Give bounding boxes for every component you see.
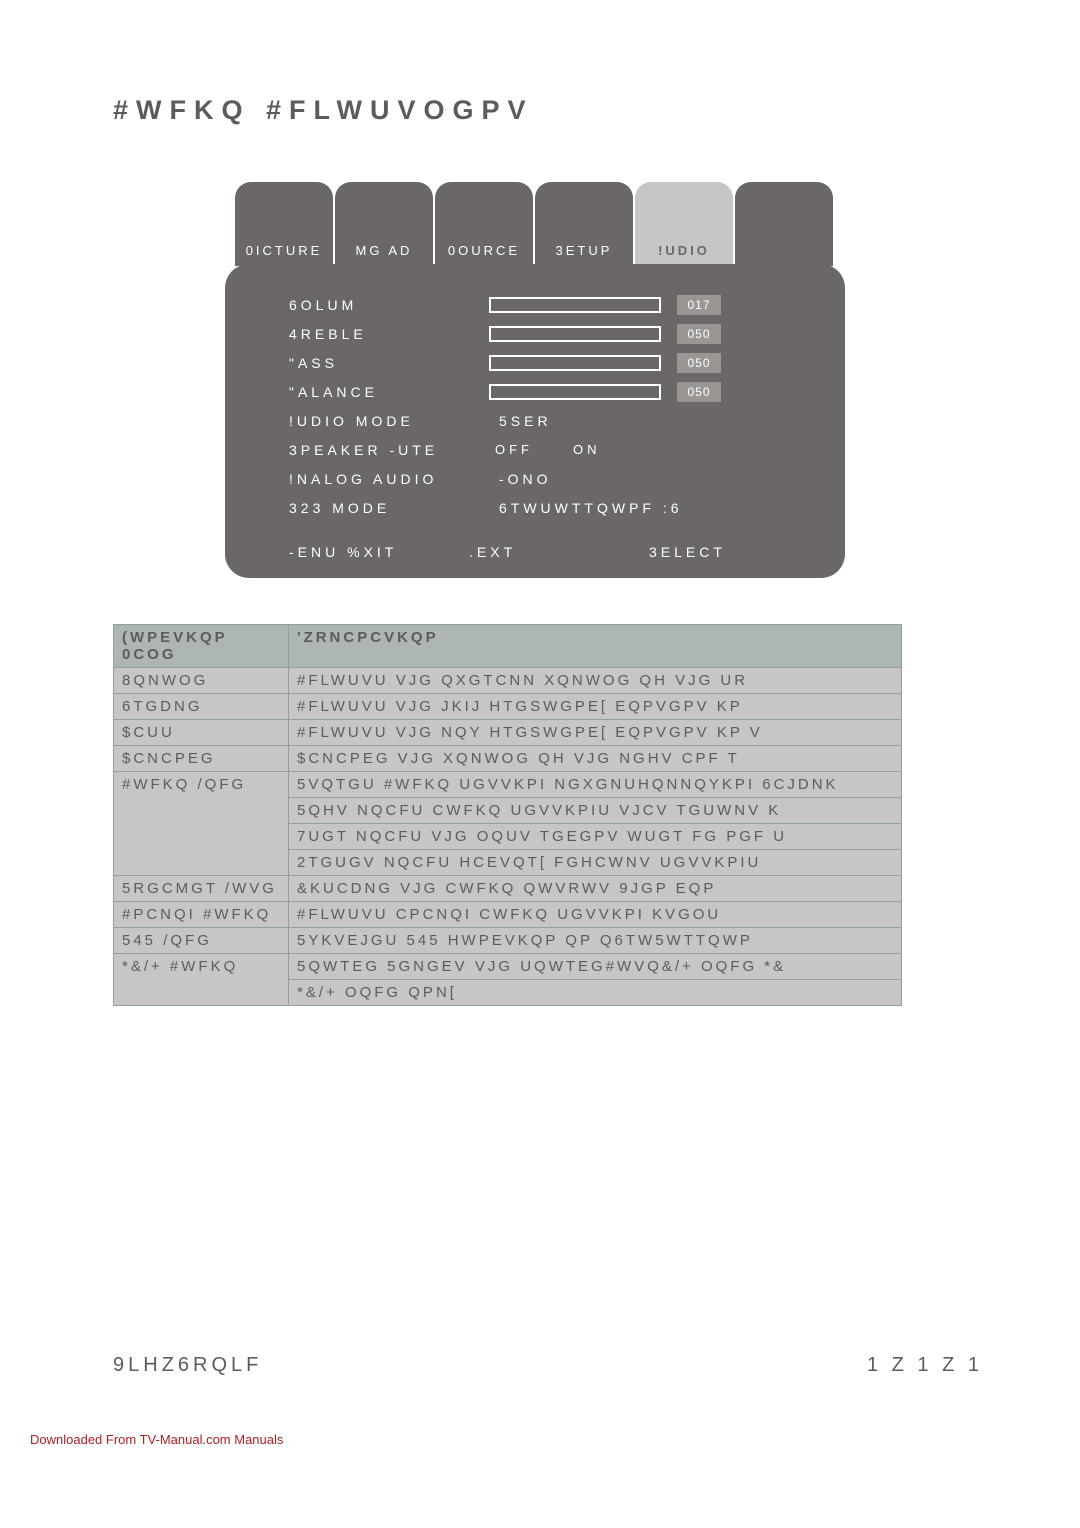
table-cell: #FLWUVU VJG QXGTCNN XQNWOG QH VJG UR [289, 668, 902, 694]
footer-left: 9LHZ6RQLF [113, 1354, 262, 1377]
mute-off[interactable]: OFF [495, 442, 533, 457]
slider-track[interactable] [489, 355, 661, 371]
table-cell: 5QWTEG 5GNGEV VJG UQWTEG#WVQ&/+ OQFG *& [289, 954, 902, 980]
mute-on[interactable]: ON [573, 442, 601, 457]
osd-footer: -ENU %XIT .EXT 3ELECT [289, 544, 809, 560]
slider-track[interactable] [489, 297, 661, 313]
tab-blank [735, 182, 833, 266]
table-cell: #FLWUVU VJG JKIJ HTGSWGPE[ EQPVGPV KP [289, 694, 902, 720]
value-box: 050 [677, 382, 721, 402]
page-title: #WFKQ #FLWUVOGPV [113, 95, 983, 126]
table-cell: $CUU [114, 720, 289, 746]
table-cell: #PCNQI #WFKQ [114, 902, 289, 928]
th-explanation: 'ZRNCPCVKQP [289, 625, 902, 668]
footer-right: 1 Z 1 Z 1 [867, 1354, 983, 1377]
table-cell: 7UGT NQCFU VJG OQUV TGEGPV WUGT FG PGF U [289, 824, 902, 850]
value-box: 017 [677, 295, 721, 315]
table-cell: #WFKQ /QFG [114, 772, 289, 876]
value-box: 050 [677, 324, 721, 344]
table-cell: 5RGCMGT /WVG [114, 876, 289, 902]
osd-tab-row: 0ICTURE MG AD 0OURCE 3ETUP !UDIO [235, 182, 845, 266]
table-cell: 8QNWOG [114, 668, 289, 694]
table-cell: $CNCPEG [114, 746, 289, 772]
slider-bass[interactable]: "ASS 050 [289, 348, 809, 377]
table-cell: *&/+ OQFG QPN[ [289, 980, 902, 1006]
osd-panel: 6OLUM 017 4REBLE 050 "ASS 050 "ALANCE 05… [225, 264, 845, 578]
table-cell: #FLWUVU CPCNQI CWFKQ UGVVKPI KVGOU [289, 902, 902, 928]
row-audio-mode[interactable]: !UDIO MODE 5SER [289, 406, 809, 435]
slider-track[interactable] [489, 384, 661, 400]
tab-picture[interactable]: 0ICTURE [235, 182, 333, 266]
download-note: Downloaded From TV-Manual.com Manuals [30, 1432, 283, 1447]
slider-volume[interactable]: 6OLUM 017 [289, 290, 809, 319]
tab-mgad[interactable]: MG AD [335, 182, 433, 266]
row-analog-audio[interactable]: !NALOG AUDIO -ONO [289, 464, 809, 493]
tab-setup[interactable]: 3ETUP [535, 182, 633, 266]
row-323-mode[interactable]: 323 MODE 6TWUWTTQWPF :6 [289, 493, 809, 522]
page-footer: 9LHZ6RQLF 1 Z 1 Z 1 [113, 1354, 983, 1377]
table-cell: *&/+ #WFKQ [114, 954, 289, 1006]
th-function: (WPEVKQP 0COG [114, 625, 289, 668]
row-speaker-mute[interactable]: 3PEAKER -UTE OFF ON [289, 435, 809, 464]
tab-audio[interactable]: !UDIO [635, 182, 733, 266]
tab-source[interactable]: 0OURCE [435, 182, 533, 266]
table-cell: 5VQTGU #WFKQ UGVVKPI NGXGNUHQNNQYKPI 6CJ… [289, 772, 902, 798]
table-cell: $CNCPEG VJG XQNWOG QH VJG NGHV CPF T [289, 746, 902, 772]
value-box: 050 [677, 353, 721, 373]
function-table: (WPEVKQP 0COG 'ZRNCPCVKQP 8QNWOG#FLWUVU … [113, 624, 902, 1006]
slider-balance[interactable]: "ALANCE 050 [289, 377, 809, 406]
osd-menu: 0ICTURE MG AD 0OURCE 3ETUP !UDIO 6OLUM 0… [225, 182, 845, 578]
table-cell: 5QHV NQCFU CWFKQ UGVVKPIU VJCV TGUWNV K [289, 798, 902, 824]
table-cell: 5YKVEJGU 545 HWPEVKQP QP Q6TW5WTTQWP [289, 928, 902, 954]
slider-track[interactable] [489, 326, 661, 342]
table-cell: 6TGDNG [114, 694, 289, 720]
table-cell: #FLWUVU VJG NQY HTGSWGPE[ EQPVGPV KP V [289, 720, 902, 746]
table-cell: &KUCDNG VJG CWFKQ QWVRWV 9JGP EQP [289, 876, 902, 902]
table-cell: 2TGUGV NQCFU HCEVQT[ FGHCWNV UGVVKPIU [289, 850, 902, 876]
slider-treble[interactable]: 4REBLE 050 [289, 319, 809, 348]
table-cell: 545 /QFG [114, 928, 289, 954]
